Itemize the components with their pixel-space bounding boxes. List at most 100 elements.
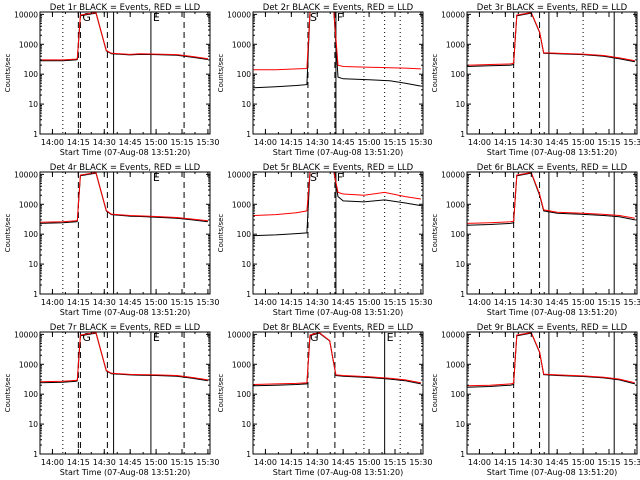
y-tick-label: 100 (451, 390, 466, 399)
y-tick-label: 10000 (441, 10, 465, 19)
y-tick-label: 1 (33, 290, 38, 299)
y-tick-label: 10000 (14, 10, 38, 19)
x-tick-label: 15:30 (623, 138, 640, 147)
y-tick-label: 10 (241, 100, 251, 109)
marker-label: S (310, 171, 317, 184)
y-tick-label: 10 (241, 260, 251, 269)
x-tick-label: 14:30 (520, 458, 543, 467)
panel-4: E 1 10 100 1000 10000 14:00 14:15 14:30 14:45 15:0… (4, 163, 219, 317)
x-tick-label: 14:15 (280, 138, 303, 147)
marker-label: G (82, 331, 91, 344)
y-tick-label: 10000 (14, 170, 38, 179)
x-tick-label: 14:45 (119, 298, 142, 307)
y-tick-label: 10 (455, 420, 465, 429)
y-axis-label: Counts/sec (4, 374, 12, 413)
x-tick-label: 14:15 (67, 138, 90, 147)
marker-label: E (387, 331, 394, 344)
y-tick-label: 1 (246, 130, 251, 139)
x-tick-label: 15:00 (358, 458, 381, 467)
y-tick-label: 100 (237, 70, 252, 79)
x-tick-label: 15:15 (597, 458, 620, 467)
y-axis-label: Counts/sec (431, 214, 439, 253)
x-tick-label: 14:30 (93, 458, 116, 467)
series-line-lld (40, 332, 208, 383)
y-axis-label: Counts/sec (431, 374, 439, 413)
plot-frame (252, 11, 424, 135)
y-tick-label: 10000 (227, 330, 251, 339)
plot-frame (39, 171, 211, 295)
marker-label: E (153, 11, 160, 24)
y-tick-label: 100 (24, 390, 39, 399)
y-tick-label: 1 (33, 450, 38, 459)
x-tick-label: 15:15 (383, 458, 406, 467)
x-tick-label: 15:00 (145, 298, 168, 307)
x-tick-label: 15:15 (170, 298, 193, 307)
y-tick-label: 10 (28, 420, 38, 429)
x-tick-label: 14:45 (332, 138, 355, 147)
x-tick-label: 15:15 (597, 298, 620, 307)
x-tick-label: 14:15 (280, 298, 303, 307)
panel-title: Det 7r BLACK = Events, RED = LLD (50, 323, 201, 333)
panel-title: Det 1r BLACK = Events, RED = LLD (50, 3, 201, 13)
y-tick-label: 10000 (441, 170, 465, 179)
x-tick-label: 15:30 (623, 298, 640, 307)
x-tick-label: 14:30 (306, 298, 329, 307)
y-tick-label: 10000 (441, 330, 465, 339)
x-tick-label: 15:30 (409, 458, 432, 467)
series-line-events (253, 332, 421, 387)
y-tick-label: 10 (455, 100, 465, 109)
panel-title: Det 4r BLACK = Events, RED = LLD (50, 163, 201, 173)
x-tick-label: 14:15 (494, 138, 517, 147)
y-tick-label: 1 (460, 450, 465, 459)
y-tick-label: 100 (451, 70, 466, 79)
panel-title: Det 5r BLACK = Events, RED = LLD (263, 163, 414, 173)
y-tick-label: 1 (460, 130, 465, 139)
y-tick-label: 100 (237, 230, 252, 239)
x-tick-label: 14:00 (254, 458, 277, 467)
series-line-lld (253, 172, 421, 216)
plot-frame (252, 331, 424, 455)
y-tick-label: 1000 (19, 40, 38, 49)
marker-label: E (153, 171, 160, 184)
x-axis-label: Start Time (07-Aug-08 13:51:20) (273, 468, 404, 477)
x-tick-label: 15:15 (383, 298, 406, 307)
x-tick-label: 14:30 (520, 138, 543, 147)
y-tick-label: 100 (24, 230, 39, 239)
y-tick-label: 1000 (446, 40, 465, 49)
y-axis-label: Counts/sec (431, 54, 439, 93)
x-tick-label: 15:30 (196, 298, 219, 307)
y-axis-label: Counts/sec (217, 54, 225, 93)
y-tick-label: 10000 (227, 10, 251, 19)
y-tick-label: 1000 (232, 200, 251, 209)
y-tick-label: 10 (28, 260, 38, 269)
x-axis-label: Start Time (07-Aug-08 13:51:20) (273, 308, 404, 317)
series-line-events (467, 12, 635, 67)
x-axis-label: Start Time (07-Aug-08 13:51:20) (60, 308, 191, 317)
x-axis-label: Start Time (07-Aug-08 13:51:20) (60, 468, 191, 477)
series-line-events (253, 12, 421, 89)
panel-title: Det 9r BLACK = Events, RED = LLD (477, 323, 628, 333)
panel-9: 1 10 100 1000 10000 14:00 14:15 14:30 14:45 15:00… (431, 323, 640, 477)
y-axis-label: Counts/sec (4, 214, 12, 253)
x-tick-label: 14:30 (93, 138, 116, 147)
x-tick-label: 15:00 (572, 138, 595, 147)
marker-label: E (153, 331, 160, 344)
y-tick-label: 100 (237, 390, 252, 399)
panel-title: Det 3r BLACK = Events, RED = LLD (477, 3, 628, 13)
x-tick-label: 14:15 (494, 458, 517, 467)
series-line-events (253, 172, 421, 237)
series-line-events (40, 172, 208, 224)
y-axis-label: Counts/sec (4, 54, 12, 93)
x-tick-label: 15:30 (623, 458, 640, 467)
y-tick-label: 1000 (446, 360, 465, 369)
x-tick-label: 15:00 (145, 458, 168, 467)
y-tick-label: 1 (246, 450, 251, 459)
x-tick-label: 14:45 (546, 458, 569, 467)
panel-6: 1 10 100 1000 10000 14:00 14:15 14:30 14:45 15:00… (431, 163, 640, 317)
series-line-lld (467, 332, 636, 387)
x-tick-label: 14:30 (306, 138, 329, 147)
